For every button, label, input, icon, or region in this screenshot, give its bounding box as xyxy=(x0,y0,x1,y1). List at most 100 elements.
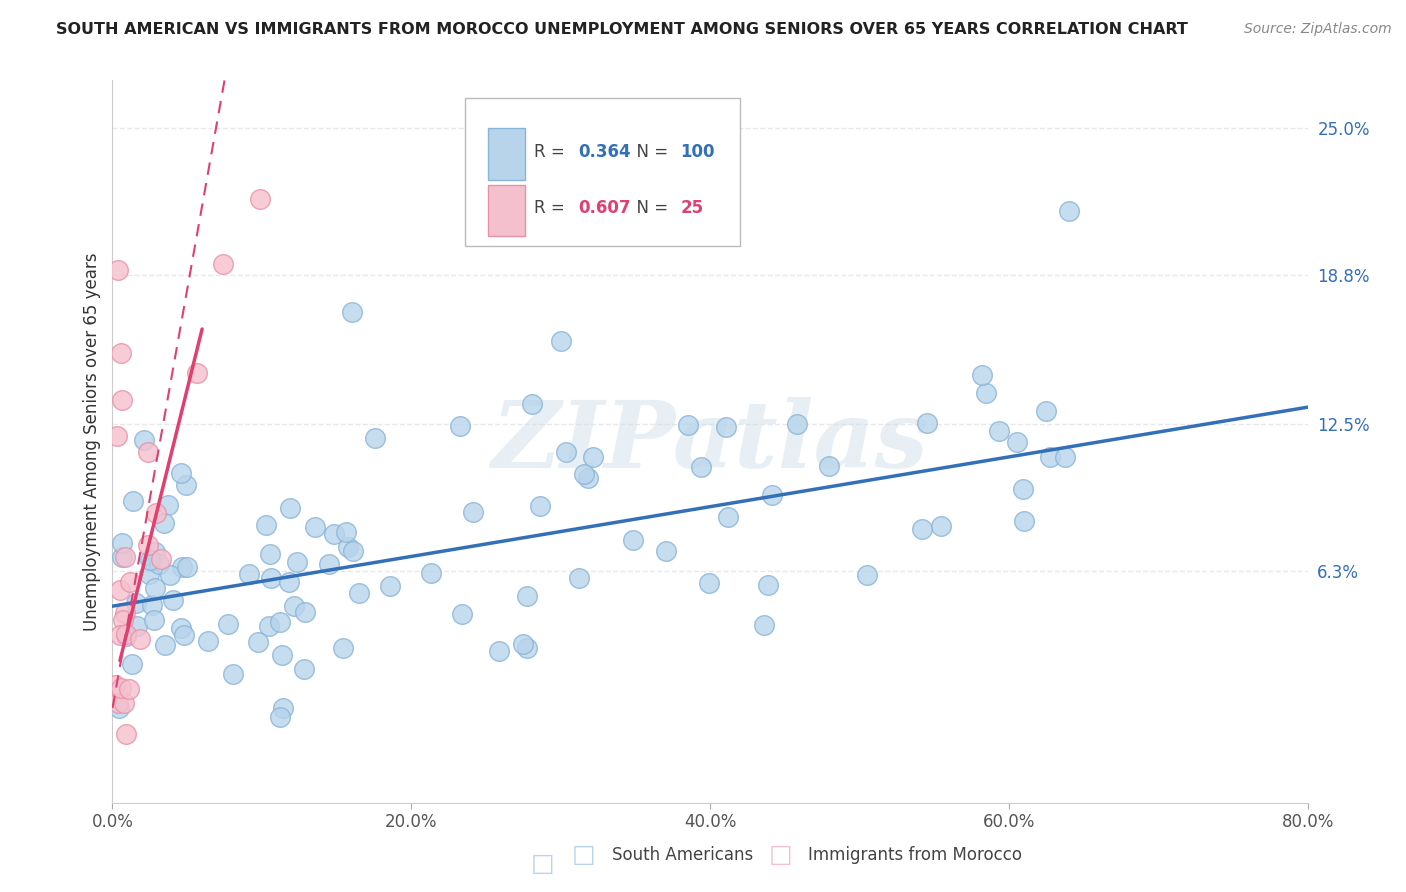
Point xyxy=(461,505,484,519)
Text: □: □ xyxy=(572,843,595,866)
Point xyxy=(128,632,150,647)
Point xyxy=(269,710,291,724)
Point xyxy=(111,393,134,408)
Point xyxy=(340,305,363,319)
Point xyxy=(285,556,308,570)
Point xyxy=(174,478,197,492)
Point xyxy=(136,444,159,458)
Text: Immigrants from Morocco: Immigrants from Morocco xyxy=(808,846,1022,863)
Point xyxy=(1012,514,1035,528)
Point xyxy=(222,666,245,681)
Point xyxy=(516,589,538,603)
Point xyxy=(107,428,129,442)
Point xyxy=(197,633,219,648)
Text: Source: ZipAtlas.com: Source: ZipAtlas.com xyxy=(1244,22,1392,37)
Text: N =: N = xyxy=(627,144,673,161)
Point xyxy=(576,470,599,484)
Point xyxy=(159,568,181,582)
Point xyxy=(141,598,163,612)
Point xyxy=(141,553,163,567)
Point xyxy=(115,727,138,741)
Point xyxy=(162,593,184,607)
Text: SOUTH AMERICAN VS IMMIGRANTS FROM MOROCCO UNEMPLOYMENT AMONG SENIORS OVER 65 YEA: SOUTH AMERICAN VS IMMIGRANTS FROM MOROCC… xyxy=(56,22,1188,37)
Point xyxy=(110,345,132,359)
FancyBboxPatch shape xyxy=(465,98,740,246)
Point xyxy=(138,566,160,581)
Point xyxy=(337,540,360,554)
Point xyxy=(110,536,132,550)
Point xyxy=(915,417,938,431)
Point xyxy=(449,419,471,434)
Point xyxy=(269,615,291,630)
Point xyxy=(115,629,138,643)
Point xyxy=(1054,450,1077,464)
Point xyxy=(170,621,193,635)
Text: 100: 100 xyxy=(681,144,714,161)
Point xyxy=(145,506,167,520)
Point xyxy=(156,498,179,512)
Text: 0.607: 0.607 xyxy=(579,199,631,218)
Point xyxy=(270,648,292,662)
Point xyxy=(717,510,740,524)
Point xyxy=(142,613,165,627)
Point xyxy=(114,550,136,565)
Point xyxy=(451,607,474,621)
Point xyxy=(380,579,402,593)
Point xyxy=(856,567,879,582)
Text: 0.364: 0.364 xyxy=(579,144,631,161)
Point xyxy=(516,640,538,655)
Point xyxy=(283,599,305,614)
Point xyxy=(143,544,166,558)
Text: R =: R = xyxy=(534,144,571,161)
Point xyxy=(107,700,129,714)
Point xyxy=(107,262,129,277)
Point xyxy=(512,637,534,651)
Point xyxy=(714,419,737,434)
Point xyxy=(139,553,162,567)
Point xyxy=(976,385,998,400)
Text: 25: 25 xyxy=(681,199,703,218)
Point xyxy=(572,467,595,481)
Point xyxy=(212,257,235,271)
Point xyxy=(153,516,176,530)
Point xyxy=(217,617,239,632)
Text: South Americans: South Americans xyxy=(612,846,752,863)
Point xyxy=(278,501,301,516)
Point xyxy=(1035,404,1057,418)
Point xyxy=(1057,203,1080,218)
Point xyxy=(970,368,993,382)
Point xyxy=(111,549,134,564)
Point xyxy=(138,537,160,551)
Point xyxy=(108,582,131,597)
Point xyxy=(304,520,326,534)
Point xyxy=(529,499,551,513)
Text: ZIPatlas: ZIPatlas xyxy=(492,397,928,486)
Point xyxy=(118,682,141,697)
Point xyxy=(292,662,315,676)
Point xyxy=(929,519,952,533)
Point xyxy=(488,644,510,658)
Point xyxy=(257,619,280,633)
Point xyxy=(110,681,132,696)
FancyBboxPatch shape xyxy=(488,185,524,235)
Point xyxy=(259,571,281,585)
Point xyxy=(786,417,808,431)
Point xyxy=(112,696,135,710)
Point xyxy=(582,450,605,464)
Point xyxy=(271,701,294,715)
Point xyxy=(689,459,711,474)
Point xyxy=(149,552,172,566)
Point xyxy=(122,494,145,508)
Point xyxy=(1039,450,1062,464)
Point xyxy=(238,567,260,582)
Point xyxy=(678,417,700,432)
Point xyxy=(249,192,271,206)
Point xyxy=(761,488,783,502)
Point xyxy=(1005,434,1028,449)
Point xyxy=(111,613,134,627)
Point xyxy=(697,576,720,591)
Point xyxy=(170,466,193,480)
Point xyxy=(342,544,364,558)
Point xyxy=(988,424,1011,438)
Point xyxy=(754,618,776,632)
